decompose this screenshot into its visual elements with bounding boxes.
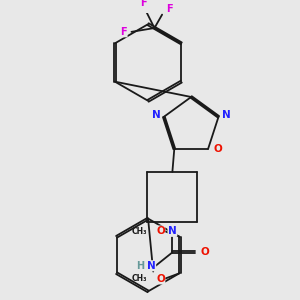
Text: O: O xyxy=(201,248,209,257)
Text: F: F xyxy=(140,0,146,8)
Text: F: F xyxy=(167,4,173,14)
Text: N: N xyxy=(152,110,161,120)
Text: O: O xyxy=(213,144,222,154)
Text: N: N xyxy=(168,226,177,236)
Text: N: N xyxy=(147,261,156,271)
Text: F: F xyxy=(121,27,127,37)
Text: CH₃: CH₃ xyxy=(132,274,147,284)
Text: H: H xyxy=(136,261,144,271)
Text: O: O xyxy=(156,226,165,236)
Text: O: O xyxy=(156,274,165,284)
Text: N: N xyxy=(222,110,230,120)
Text: CH₃: CH₃ xyxy=(132,226,147,236)
